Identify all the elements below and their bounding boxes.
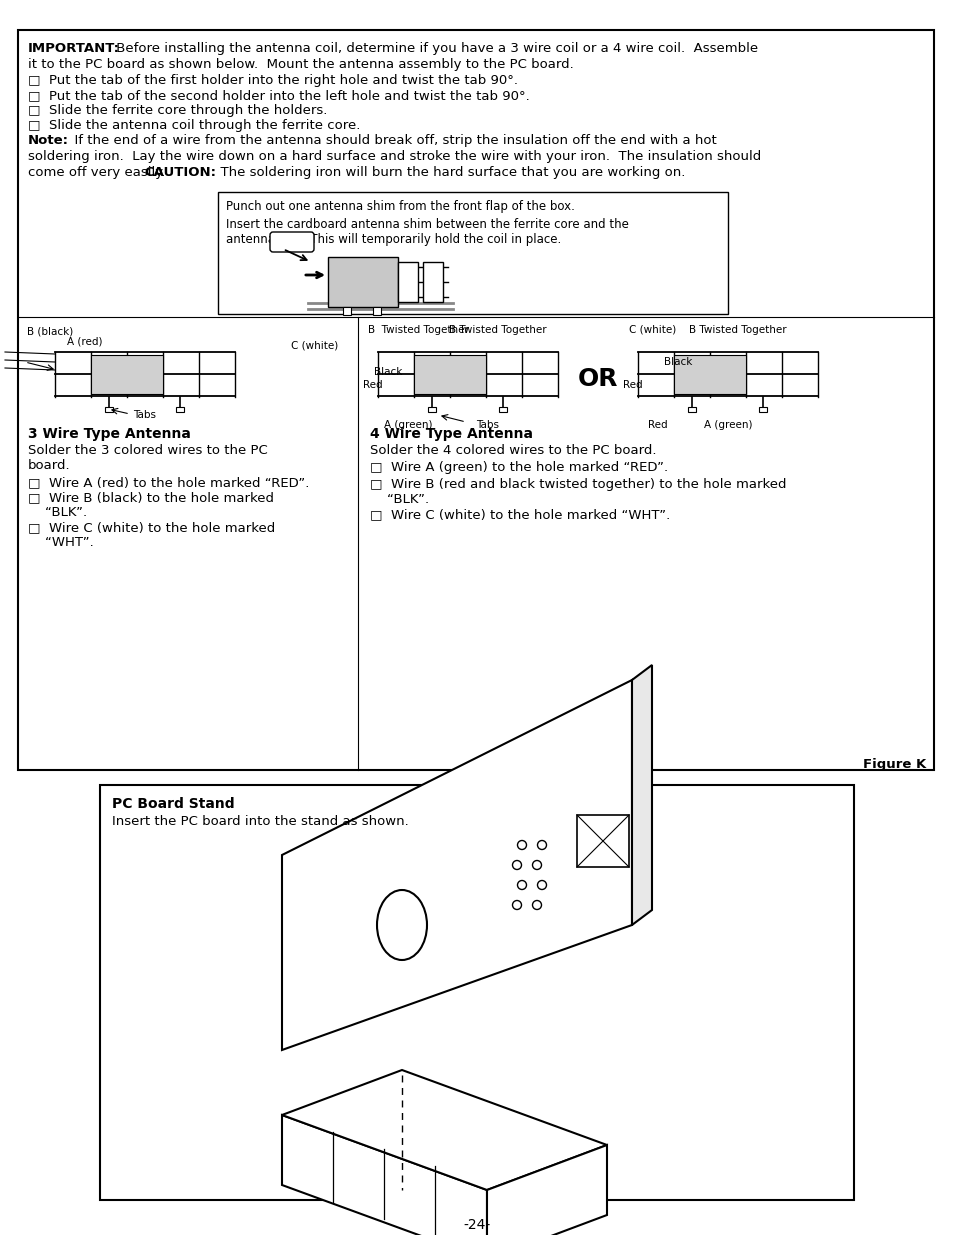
- Bar: [343, 308, 351, 315]
- Text: “WHT”.: “WHT”.: [28, 536, 93, 550]
- Text: Insert the cardboard antenna shim between the ferrite core and the: Insert the cardboard antenna shim betwee…: [226, 219, 628, 231]
- Bar: [18, 30, 933, 769]
- Ellipse shape: [517, 841, 526, 850]
- Bar: [373, 308, 380, 315]
- Text: □  Wire C (white) to the hole marked: □ Wire C (white) to the hole marked: [28, 521, 275, 534]
- Bar: [328, 257, 397, 308]
- FancyBboxPatch shape: [270, 232, 314, 252]
- Text: Figure K: Figure K: [862, 758, 925, 771]
- Text: PC Board Stand: PC Board Stand: [112, 797, 234, 811]
- Text: OR: OR: [578, 367, 618, 391]
- Ellipse shape: [517, 881, 526, 889]
- Text: Tabs: Tabs: [133, 410, 156, 420]
- Text: -24-: -24-: [463, 1218, 490, 1233]
- Bar: [414, 354, 485, 394]
- Bar: [91, 354, 163, 394]
- Text: □  Slide the antenna coil through the ferrite core.: □ Slide the antenna coil through the fer…: [28, 119, 360, 132]
- Bar: [218, 191, 727, 314]
- Text: B  Twisted Together: B Twisted Together: [367, 325, 468, 335]
- Text: Solder the 4 colored wires to the PC board.: Solder the 4 colored wires to the PC boa…: [370, 445, 656, 457]
- Text: The soldering iron will burn the hard surface that you are working on.: The soldering iron will burn the hard su…: [212, 165, 684, 179]
- Polygon shape: [486, 1145, 606, 1235]
- Text: Note:: Note:: [28, 135, 69, 147]
- Text: Black: Black: [374, 367, 402, 377]
- Text: 3 Wire Type Antenna: 3 Wire Type Antenna: [28, 427, 191, 441]
- Text: Red: Red: [622, 380, 642, 390]
- Text: A (green): A (green): [383, 420, 432, 430]
- Text: antenna coil.  This will temporarily hold the coil in place.: antenna coil. This will temporarily hold…: [226, 233, 560, 246]
- Text: board.: board.: [28, 459, 71, 472]
- Text: soldering iron.  Lay the wire down on a hard surface and stroke the wire with yo: soldering iron. Lay the wire down on a h…: [28, 149, 760, 163]
- Bar: [100, 785, 853, 1200]
- Polygon shape: [631, 664, 651, 925]
- Text: Before installing the antenna coil, determine if you have a 3 wire coil or a 4 w: Before installing the antenna coil, dete…: [112, 42, 758, 56]
- Bar: [397, 262, 417, 303]
- Text: C (white): C (white): [291, 340, 337, 350]
- Bar: [498, 408, 506, 412]
- Ellipse shape: [532, 861, 541, 869]
- Text: Punch out one antenna shim from the front flap of the box.: Punch out one antenna shim from the fron…: [226, 200, 575, 212]
- Text: □  Wire C (white) to the hole marked “WHT”.: □ Wire C (white) to the hole marked “WHT…: [370, 508, 670, 521]
- Polygon shape: [282, 1115, 486, 1235]
- Text: B Twisted Together: B Twisted Together: [449, 325, 546, 335]
- Text: Tabs: Tabs: [476, 420, 499, 430]
- Ellipse shape: [512, 900, 521, 909]
- Text: □  Put the tab of the first holder into the right hole and twist the tab 90°.: □ Put the tab of the first holder into t…: [28, 74, 517, 86]
- Ellipse shape: [537, 881, 546, 889]
- Text: Insert the PC board into the stand as shown.: Insert the PC board into the stand as sh…: [112, 815, 408, 827]
- Text: Solder the 3 colored wires to the PC: Solder the 3 colored wires to the PC: [28, 445, 268, 457]
- Text: Red: Red: [363, 380, 382, 390]
- Text: Red: Red: [647, 420, 667, 430]
- Text: □  Put the tab of the second holder into the left hole and twist the tab 90°.: □ Put the tab of the second holder into …: [28, 89, 529, 103]
- Text: IMPORTANT:: IMPORTANT:: [28, 42, 120, 56]
- Ellipse shape: [376, 890, 427, 960]
- Text: A (red): A (red): [67, 337, 103, 347]
- Bar: [422, 262, 442, 303]
- Text: “BLK”.: “BLK”.: [370, 493, 429, 506]
- Bar: [175, 408, 184, 412]
- Polygon shape: [282, 1070, 606, 1191]
- Text: Black: Black: [663, 357, 692, 367]
- Text: □  Wire B (red and black twisted together) to the hole marked: □ Wire B (red and black twisted together…: [370, 478, 785, 492]
- Text: If the end of a wire from the antenna should break off, strip the insulation off: If the end of a wire from the antenna sh…: [66, 135, 716, 147]
- Polygon shape: [282, 680, 631, 1050]
- Bar: [577, 815, 628, 867]
- Text: CAUTION:: CAUTION:: [144, 165, 215, 179]
- Text: it to the PC board as shown below.  Mount the antenna assembly to the PC board.: it to the PC board as shown below. Mount…: [28, 58, 573, 70]
- Text: B (black): B (black): [27, 327, 73, 337]
- Text: □  Wire A (green) to the hole marked “RED”.: □ Wire A (green) to the hole marked “RED…: [370, 461, 667, 474]
- Text: □  Slide the ferrite core through the holders.: □ Slide the ferrite core through the hol…: [28, 104, 327, 117]
- Text: B Twisted Together: B Twisted Together: [688, 325, 786, 335]
- Text: C (white): C (white): [629, 325, 676, 335]
- Bar: [759, 408, 766, 412]
- Text: 4 Wire Type Antenna: 4 Wire Type Antenna: [370, 427, 533, 441]
- Ellipse shape: [532, 900, 541, 909]
- Text: A (green): A (green): [703, 420, 752, 430]
- Bar: [687, 408, 696, 412]
- Bar: [105, 408, 112, 412]
- Bar: [673, 354, 745, 394]
- Text: “BLK”.: “BLK”.: [28, 506, 87, 519]
- Text: □  Wire B (black) to the hole marked: □ Wire B (black) to the hole marked: [28, 492, 274, 504]
- Bar: [428, 408, 436, 412]
- Ellipse shape: [537, 841, 546, 850]
- Ellipse shape: [512, 861, 521, 869]
- Text: □  Wire A (red) to the hole marked “RED”.: □ Wire A (red) to the hole marked “RED”.: [28, 475, 309, 489]
- Text: come off very easily.: come off very easily.: [28, 165, 173, 179]
